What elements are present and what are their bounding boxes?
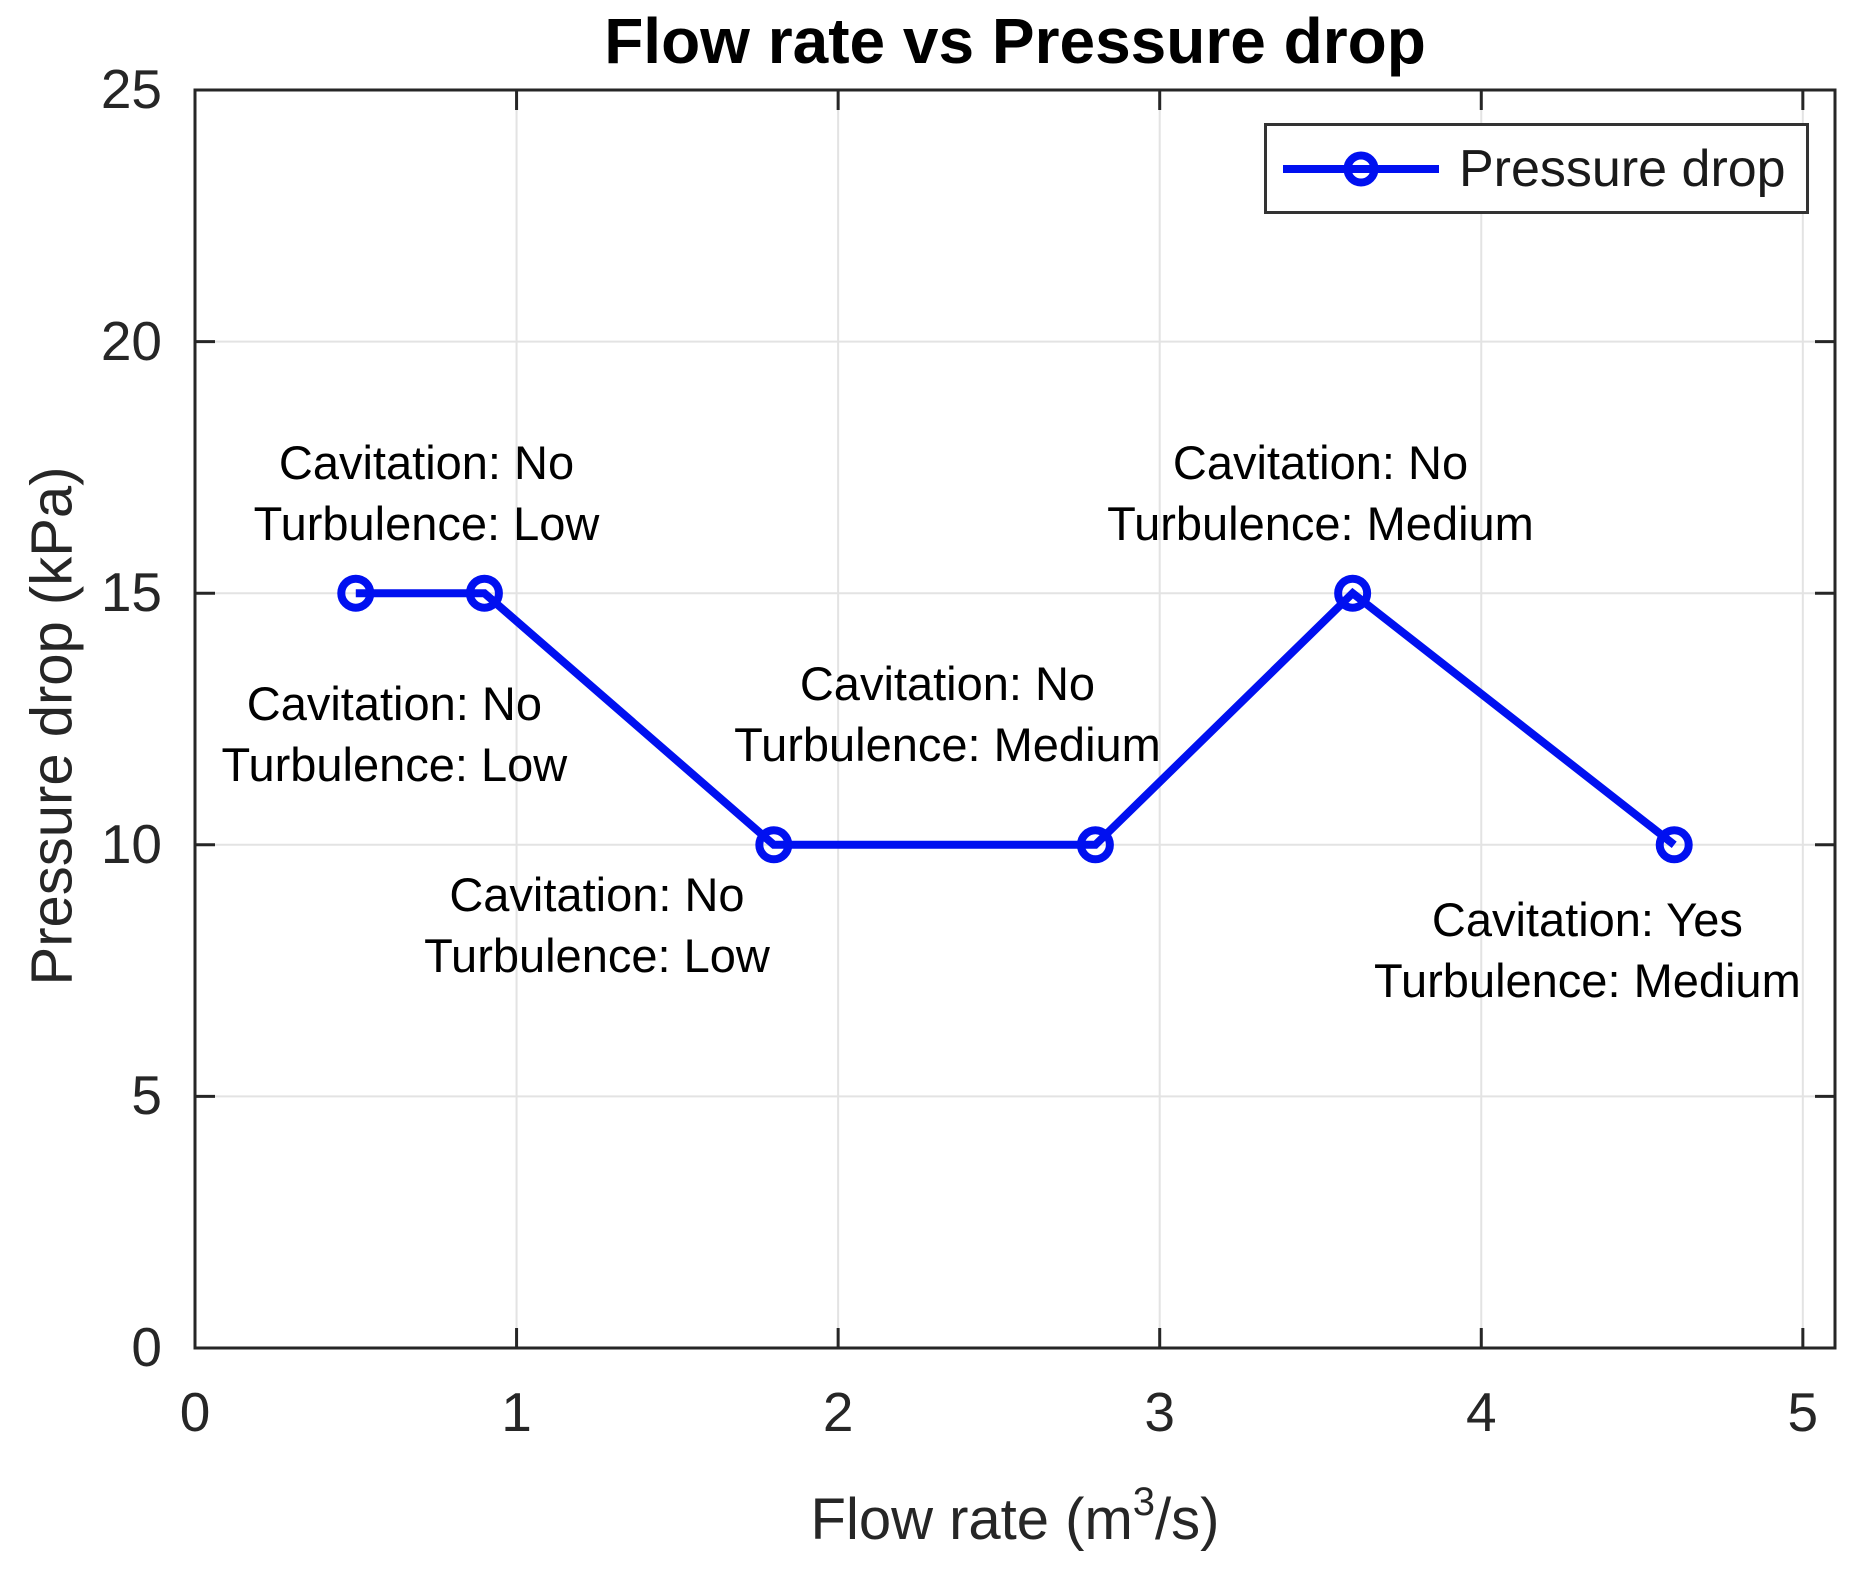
annotation-block: Cavitation: No Turbulence: Medium	[734, 653, 1161, 775]
annotation-block: Cavitation: No Turbulence: Low	[254, 432, 600, 554]
x-axis-label-prefix: Flow rate (m	[810, 1487, 1133, 1552]
chart-title: Flow rate vs Pressure drop	[604, 5, 1426, 77]
annotation-line: Turbulence: Medium	[1107, 496, 1534, 550]
data-point-marker	[755, 826, 793, 864]
annotation-block: Cavitation: No Turbulence: Low	[424, 864, 770, 986]
legend-line-marker-icon	[1283, 151, 1439, 186]
annotation-line: Turbulence: Medium	[1374, 954, 1801, 1008]
legend-label: Pressure drop	[1459, 139, 1786, 198]
data-point-marker	[1655, 826, 1693, 864]
annotation-line: Cavitation: No	[799, 656, 1096, 710]
annotation-line: Turbulence: Low	[221, 738, 568, 792]
annotation-line: Cavitation: Yes	[1431, 893, 1743, 947]
y-tick-label: 25	[100, 58, 162, 120]
y-tick-label: 0	[131, 1316, 162, 1378]
annotation-block: Cavitation: Yes Turbulence: Medium	[1374, 889, 1801, 1011]
x-tick-label: 5	[1787, 1381, 1819, 1443]
x-axis-label: Flow rate (m3/s)	[195, 1480, 1835, 1553]
annotation-line: Turbulence: Low	[253, 496, 600, 550]
x-tick-label: 4	[1465, 1381, 1497, 1443]
annotation-line: Cavitation: No	[449, 868, 745, 922]
data-point-marker	[465, 574, 503, 612]
x-tick-label: 3	[1144, 1381, 1175, 1443]
x-tick-label: 2	[822, 1381, 854, 1443]
data-line	[355, 587, 1677, 849]
annotation-line: Turbulence: Medium	[734, 717, 1161, 771]
y-tick-label: 20	[100, 309, 162, 372]
annotation-line: Turbulence: Low	[424, 929, 770, 983]
data-point-marker	[1334, 574, 1372, 612]
x-axis-label-suffix: /s)	[1155, 1487, 1220, 1552]
x-tick-label: 1	[501, 1381, 532, 1443]
legend: Pressure drop	[1264, 123, 1809, 214]
y-tick-label: 15	[100, 561, 162, 624]
annotation-line: Cavitation: No	[278, 435, 575, 489]
plot-box	[193, 88, 1837, 1350]
y-tick-label: 10	[100, 812, 162, 875]
x-tick-label: 0	[179, 1381, 211, 1443]
annotation-block: Cavitation: No Turbulence: Medium	[1107, 432, 1534, 554]
x-axis-label-superscript: 3	[1132, 1480, 1156, 1524]
annotation-line: Cavitation: No	[246, 677, 542, 731]
annotation-block: Cavitation: No Turbulence: Low	[221, 673, 567, 795]
y-axis-label: Pressure drop (kPa)	[19, 466, 85, 986]
y-tick-label: 5	[131, 1064, 162, 1127]
data-point-marker	[1076, 826, 1114, 864]
annotation-line: Cavitation: No	[1172, 435, 1469, 489]
data-point-marker	[337, 574, 375, 612]
